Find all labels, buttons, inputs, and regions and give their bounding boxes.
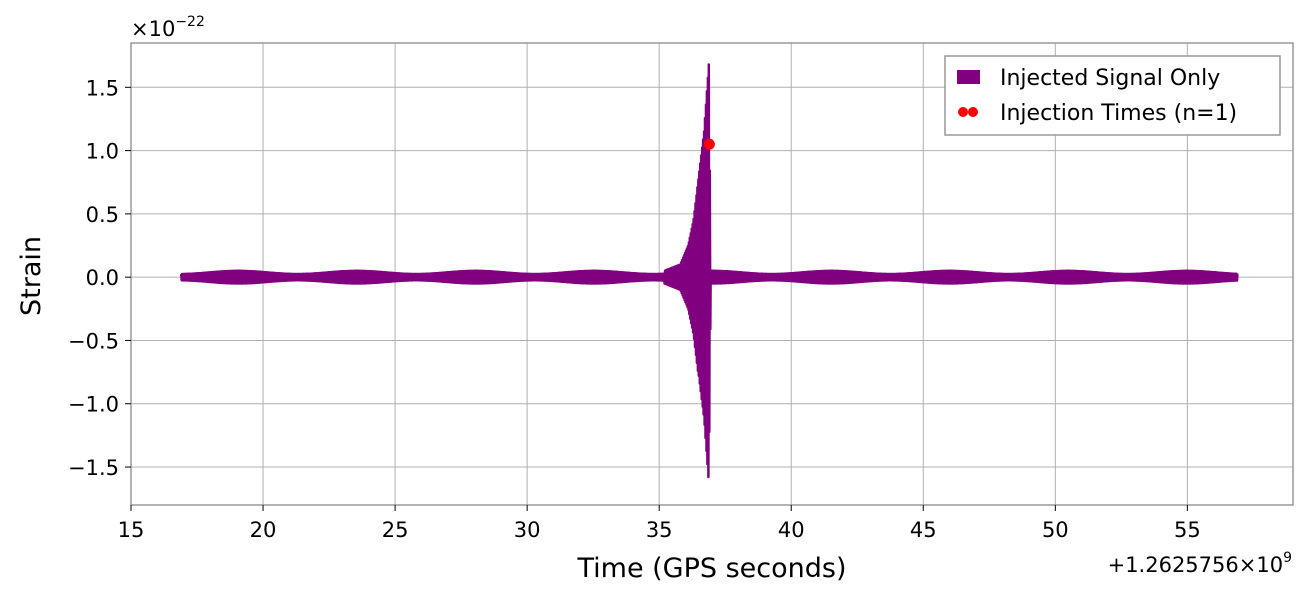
axes-frame xyxy=(130,42,1294,506)
plot-area xyxy=(179,63,1239,479)
y-scale-label: ×10−22 xyxy=(131,14,205,41)
y-tick-label: −1.5 xyxy=(68,456,119,480)
x-offset-label: +1.2625756×109 xyxy=(1108,550,1292,577)
y-tick-label: 0.5 xyxy=(86,203,119,227)
x-tick-label: 25 xyxy=(382,518,409,542)
x-tick-label: 45 xyxy=(910,518,937,542)
x-tick-label: 50 xyxy=(1042,518,1069,542)
y-axis-ticks: −1.5 −1.0 −0.5 0.0 0.5 1.0 1.5 xyxy=(68,76,131,480)
x-tick-label: 40 xyxy=(778,518,805,542)
y-tick-label: 1.5 xyxy=(86,76,119,100)
y-tick-label: −1.0 xyxy=(68,393,119,417)
y-tick-label: 1.0 xyxy=(86,140,119,164)
injection-time-marker xyxy=(703,138,715,150)
x-tick-label: 20 xyxy=(250,518,277,542)
x-tick-label: 55 xyxy=(1174,518,1201,542)
legend-label-injection: Injection Times (n=1) xyxy=(1000,101,1237,126)
x-axis-ticks: 15 20 25 30 35 40 45 50 55 xyxy=(118,505,1201,542)
y-axis-label: Strain xyxy=(16,236,47,316)
signal-waveform xyxy=(179,63,1239,479)
x-axis-label: Time (GPS seconds) xyxy=(576,553,846,584)
legend-label-signal: Injected Signal Only xyxy=(1000,66,1220,91)
x-tick-label: 35 xyxy=(646,518,673,542)
y-tick-label: 0.0 xyxy=(86,266,119,290)
x-tick-label: 30 xyxy=(514,518,541,542)
legend-box xyxy=(944,55,1281,136)
legend: Injected Signal Only Injection Times (n=… xyxy=(944,55,1281,136)
legend-swatch-signal xyxy=(957,70,980,84)
legend-marker-injection xyxy=(958,107,968,117)
legend-marker-injection-2 xyxy=(968,107,978,117)
x-tick-label: 15 xyxy=(118,518,145,542)
y-tick-label: −0.5 xyxy=(68,329,119,353)
